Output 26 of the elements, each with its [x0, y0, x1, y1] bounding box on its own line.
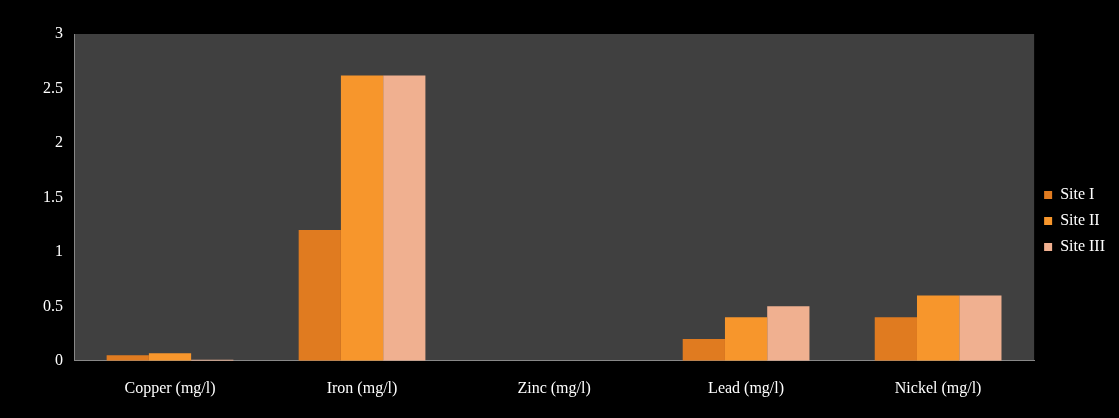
bar [682, 339, 725, 361]
legend-label: Site I [1060, 185, 1095, 203]
bar [106, 355, 149, 361]
bar [298, 230, 341, 361]
y-tick-label: 0.5 [43, 296, 63, 314]
bar [340, 75, 384, 361]
y-tick-label: 1 [55, 242, 63, 260]
y-tick-label: 2.5 [43, 78, 63, 96]
x-tick-label: Nickel (mg/l) [894, 378, 982, 397]
y-tick-label: 1.5 [43, 187, 63, 205]
y-tick-label: 2 [55, 133, 63, 151]
bar [724, 317, 768, 361]
bar [383, 75, 426, 361]
legend-label: Site II [1060, 211, 1100, 229]
bar [767, 306, 810, 361]
y-tick-label: 0 [55, 351, 63, 368]
x-tick-label: Lead (mg/l) [708, 378, 785, 397]
x-tick-label: Copper (mg/l) [124, 378, 216, 397]
legend-label: Site III [1060, 237, 1105, 255]
bar [959, 295, 1002, 361]
bar [916, 295, 960, 361]
x-tick-label: Zinc (mg/l) [517, 378, 591, 397]
bar [148, 353, 192, 361]
bar [874, 317, 917, 361]
y-tick-label: 3 [55, 24, 63, 42]
x-tick-label: Iron (mg/l) [326, 378, 398, 397]
